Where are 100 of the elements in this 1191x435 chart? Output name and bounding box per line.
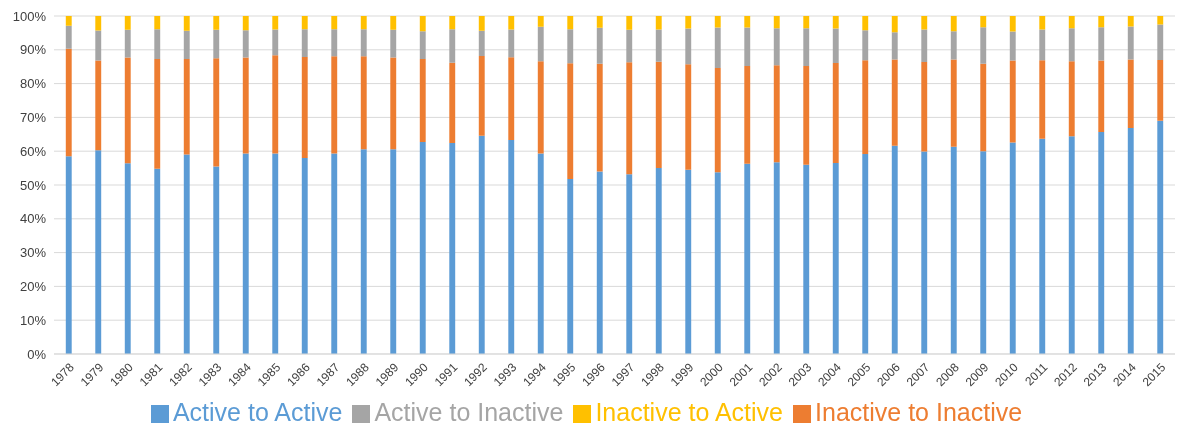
bar <box>744 27 751 67</box>
bar <box>390 57 397 150</box>
bar <box>832 62 839 164</box>
bar <box>183 30 190 59</box>
bar <box>449 16 456 30</box>
bar <box>1098 131 1105 354</box>
bar <box>1039 60 1046 139</box>
bar <box>183 16 190 31</box>
bar <box>655 168 662 354</box>
bar <box>331 153 338 354</box>
bar <box>685 28 692 65</box>
bar <box>242 30 249 58</box>
y-tick-label: 30% <box>19 245 47 261</box>
bar <box>331 16 338 30</box>
bar <box>567 16 574 30</box>
bar <box>626 62 633 175</box>
bar <box>980 151 987 354</box>
bar <box>508 16 515 30</box>
bar <box>773 162 780 354</box>
bar <box>862 16 869 31</box>
bar <box>1009 142 1016 354</box>
bar <box>1098 16 1105 28</box>
bar <box>65 25 72 49</box>
y-tick-label: 60% <box>19 143 47 159</box>
bar <box>655 29 662 62</box>
legend-label: Active to Inactive <box>374 398 564 426</box>
bar <box>65 48 72 157</box>
bar <box>714 172 721 354</box>
bar <box>1068 16 1075 29</box>
bar <box>301 16 308 30</box>
bar <box>95 60 102 151</box>
bar <box>213 166 220 354</box>
bar <box>1157 59 1164 121</box>
bar <box>626 16 633 30</box>
bar <box>95 16 102 31</box>
bar <box>596 63 603 172</box>
bar <box>832 163 839 354</box>
bar <box>950 146 957 354</box>
bar <box>1098 60 1105 132</box>
bar <box>1157 16 1164 25</box>
bar <box>478 135 485 354</box>
bar <box>124 163 131 354</box>
bar <box>154 58 161 169</box>
bar <box>685 169 692 354</box>
bar <box>891 59 898 146</box>
bar <box>803 16 810 29</box>
bar <box>891 32 898 60</box>
bar <box>685 64 692 170</box>
bar <box>360 29 367 57</box>
bar <box>1009 60 1016 143</box>
bar <box>301 157 308 354</box>
bar <box>832 28 839 63</box>
bar <box>891 16 898 33</box>
bar <box>419 142 426 354</box>
bar <box>301 29 308 57</box>
bar <box>744 66 751 164</box>
bar <box>124 29 131 58</box>
bar <box>360 56 367 150</box>
bar <box>154 168 161 354</box>
y-tick-label: 90% <box>19 42 47 58</box>
legend-label: Inactive to Active <box>595 398 784 426</box>
bar <box>390 149 397 354</box>
bar <box>1039 29 1046 61</box>
bar <box>950 59 957 147</box>
bar <box>272 29 279 56</box>
bar <box>773 16 780 29</box>
bar <box>567 29 574 64</box>
bar <box>65 156 72 354</box>
bar <box>1127 59 1134 128</box>
bar <box>272 55 279 154</box>
bar <box>183 58 190 155</box>
bar <box>95 30 102 61</box>
bar <box>272 153 279 354</box>
y-tick-label: 20% <box>19 279 47 295</box>
bar <box>832 16 839 29</box>
bar <box>773 65 780 163</box>
bar <box>537 153 544 354</box>
y-tick-label: 70% <box>19 110 47 126</box>
bar <box>449 62 456 144</box>
bar <box>1127 127 1134 354</box>
bar <box>803 66 810 165</box>
bar <box>714 16 721 28</box>
bar <box>921 16 928 30</box>
bar <box>803 164 810 354</box>
y-tick-label: 10% <box>19 312 47 328</box>
bar <box>242 57 249 154</box>
bar <box>537 61 544 154</box>
y-tick-label: 40% <box>19 211 47 227</box>
bar <box>862 60 869 154</box>
bar <box>331 29 338 57</box>
bar <box>862 153 869 354</box>
y-tick-label: 100% <box>12 8 47 24</box>
legend-label: Active to Active <box>172 398 343 426</box>
bar <box>596 171 603 354</box>
bar <box>65 16 72 26</box>
y-tick-label: 0% <box>27 346 47 362</box>
bar <box>803 28 810 67</box>
bar <box>508 140 515 354</box>
bar <box>537 16 544 27</box>
bar <box>390 16 397 30</box>
